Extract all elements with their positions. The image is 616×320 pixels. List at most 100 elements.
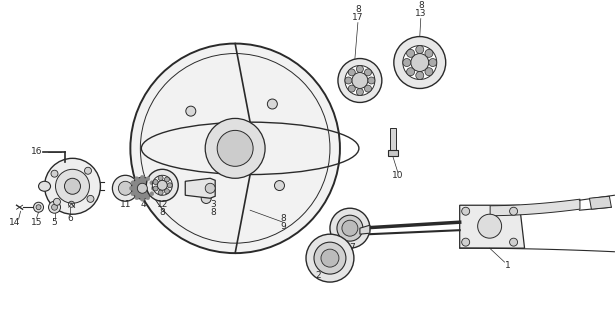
Ellipse shape bbox=[44, 158, 100, 214]
Text: 16: 16 bbox=[31, 147, 43, 156]
Circle shape bbox=[345, 77, 352, 84]
Circle shape bbox=[137, 183, 147, 193]
Ellipse shape bbox=[55, 169, 89, 203]
Circle shape bbox=[153, 180, 158, 185]
Circle shape bbox=[267, 99, 277, 109]
Circle shape bbox=[407, 68, 415, 76]
Text: 12: 12 bbox=[156, 200, 168, 209]
Circle shape bbox=[416, 71, 424, 79]
Circle shape bbox=[153, 186, 158, 191]
Circle shape bbox=[52, 204, 57, 210]
Circle shape bbox=[509, 207, 517, 215]
Circle shape bbox=[140, 175, 144, 179]
Circle shape bbox=[84, 167, 92, 174]
Ellipse shape bbox=[321, 249, 339, 267]
Circle shape bbox=[135, 196, 139, 200]
Circle shape bbox=[131, 192, 135, 196]
Text: 5: 5 bbox=[52, 218, 57, 227]
Circle shape bbox=[348, 85, 355, 92]
Circle shape bbox=[168, 183, 172, 188]
Text: 15: 15 bbox=[31, 218, 43, 227]
Circle shape bbox=[425, 68, 433, 76]
Circle shape bbox=[131, 181, 135, 185]
Ellipse shape bbox=[205, 118, 265, 178]
Ellipse shape bbox=[330, 208, 370, 248]
Circle shape bbox=[140, 197, 144, 201]
Ellipse shape bbox=[112, 175, 139, 201]
Polygon shape bbox=[360, 225, 370, 234]
Circle shape bbox=[416, 45, 424, 53]
Circle shape bbox=[205, 183, 215, 193]
Ellipse shape bbox=[39, 181, 51, 191]
Circle shape bbox=[129, 186, 133, 190]
Ellipse shape bbox=[147, 169, 178, 201]
Circle shape bbox=[509, 238, 517, 246]
Circle shape bbox=[33, 202, 44, 212]
Circle shape bbox=[150, 181, 154, 185]
Polygon shape bbox=[460, 205, 525, 248]
Ellipse shape bbox=[352, 73, 368, 88]
Ellipse shape bbox=[217, 130, 253, 166]
Ellipse shape bbox=[131, 44, 340, 253]
Ellipse shape bbox=[338, 59, 382, 102]
Circle shape bbox=[403, 59, 411, 67]
Ellipse shape bbox=[394, 36, 446, 88]
Circle shape bbox=[131, 177, 153, 199]
Ellipse shape bbox=[157, 180, 168, 190]
Text: 2: 2 bbox=[315, 271, 321, 280]
Circle shape bbox=[429, 59, 437, 67]
Circle shape bbox=[146, 177, 150, 181]
Ellipse shape bbox=[65, 178, 81, 194]
Circle shape bbox=[357, 88, 363, 95]
Text: 4: 4 bbox=[140, 200, 146, 209]
Circle shape bbox=[150, 192, 154, 196]
Polygon shape bbox=[185, 178, 215, 198]
Text: 10: 10 bbox=[392, 171, 403, 180]
Text: 1: 1 bbox=[505, 260, 511, 270]
Circle shape bbox=[461, 207, 469, 215]
Ellipse shape bbox=[306, 234, 354, 282]
Text: 11: 11 bbox=[120, 200, 131, 209]
Polygon shape bbox=[590, 196, 612, 209]
Ellipse shape bbox=[342, 220, 358, 236]
Circle shape bbox=[164, 188, 169, 194]
Polygon shape bbox=[388, 150, 398, 156]
Circle shape bbox=[348, 69, 355, 76]
Ellipse shape bbox=[314, 242, 346, 274]
Circle shape bbox=[368, 77, 375, 84]
Circle shape bbox=[407, 49, 415, 57]
Text: 8: 8 bbox=[210, 208, 216, 217]
Text: 8: 8 bbox=[355, 5, 361, 14]
Text: 8: 8 bbox=[280, 214, 286, 223]
Text: 14: 14 bbox=[9, 218, 20, 227]
Circle shape bbox=[146, 196, 150, 200]
Text: 7: 7 bbox=[349, 243, 355, 252]
Circle shape bbox=[36, 205, 41, 210]
Ellipse shape bbox=[403, 45, 437, 79]
Text: 8: 8 bbox=[160, 208, 165, 217]
Circle shape bbox=[365, 85, 371, 92]
Circle shape bbox=[461, 238, 469, 246]
Text: 6: 6 bbox=[68, 214, 73, 223]
Text: 13: 13 bbox=[415, 9, 426, 18]
Circle shape bbox=[51, 170, 58, 177]
Circle shape bbox=[87, 196, 94, 202]
Circle shape bbox=[54, 198, 60, 205]
Circle shape bbox=[357, 66, 363, 73]
Ellipse shape bbox=[345, 66, 375, 95]
Ellipse shape bbox=[337, 215, 363, 241]
Circle shape bbox=[365, 69, 371, 76]
Polygon shape bbox=[390, 128, 396, 150]
Text: 17: 17 bbox=[352, 13, 363, 22]
Ellipse shape bbox=[152, 175, 172, 195]
Text: 8: 8 bbox=[418, 1, 424, 10]
Text: 3: 3 bbox=[210, 200, 216, 209]
Circle shape bbox=[135, 177, 139, 181]
Circle shape bbox=[152, 186, 155, 190]
Ellipse shape bbox=[411, 53, 429, 71]
Circle shape bbox=[201, 194, 211, 204]
Circle shape bbox=[164, 177, 169, 182]
Circle shape bbox=[477, 214, 501, 238]
Circle shape bbox=[158, 175, 163, 180]
Circle shape bbox=[158, 190, 163, 195]
